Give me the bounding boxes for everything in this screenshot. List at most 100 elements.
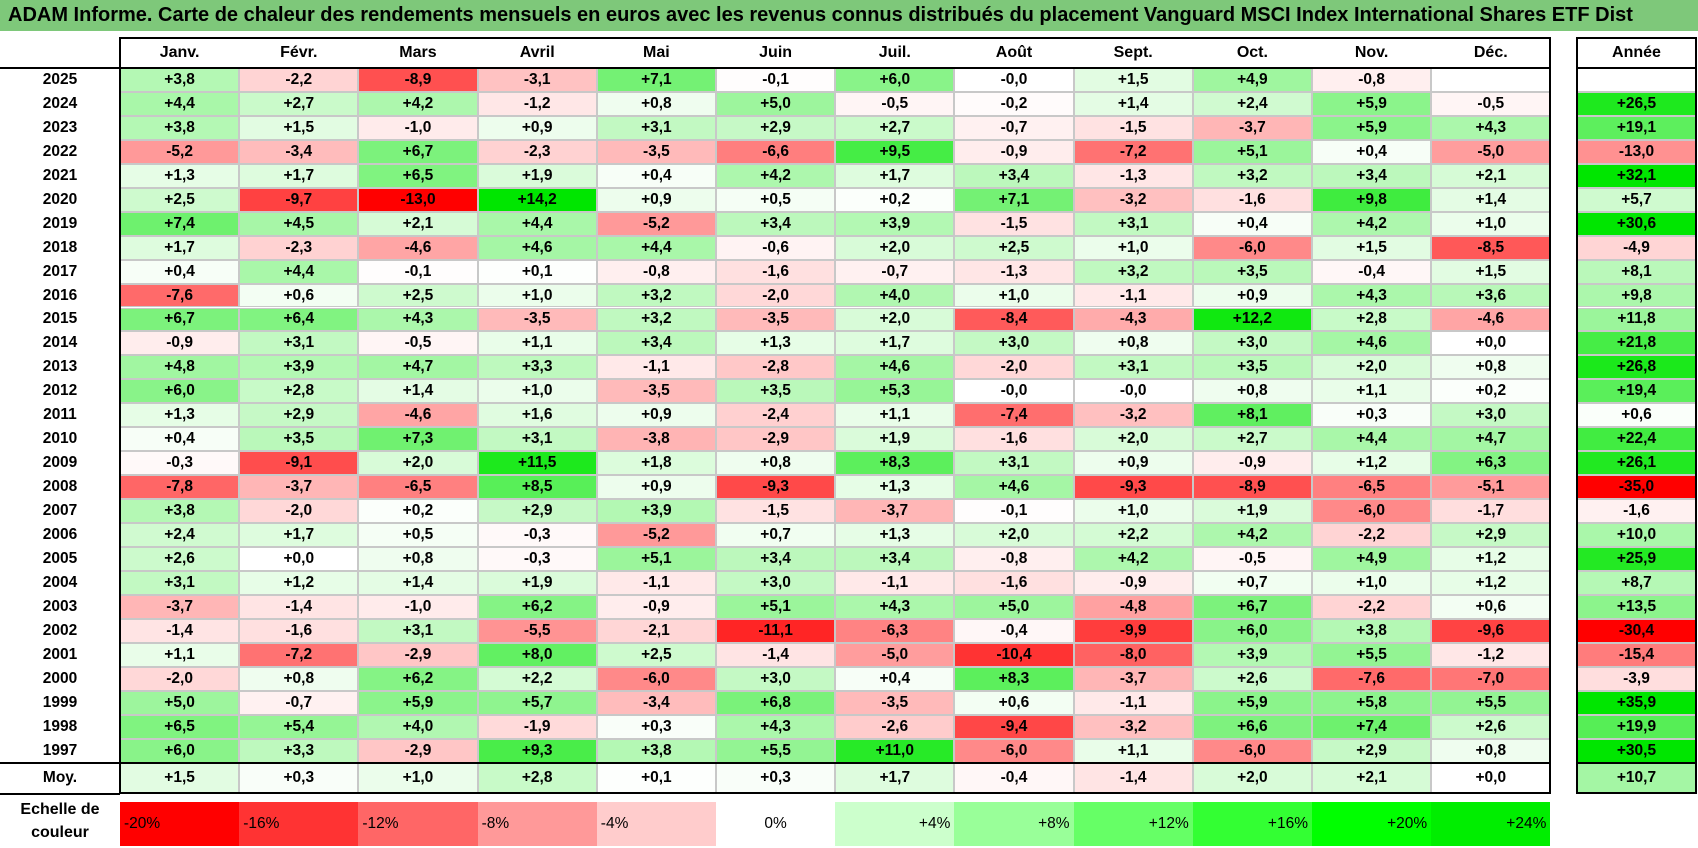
- heatmap-cell: +0,8: [716, 451, 836, 476]
- heatmap-cell: -1,5: [716, 499, 836, 524]
- heatmap-cell: +1,0: [1073, 235, 1193, 260]
- header-separator: [0, 67, 1551, 69]
- heatmap-cell: +9,5: [835, 139, 955, 164]
- year-label: 2002: [42, 621, 78, 639]
- heatmap-cell: +0,4: [120, 259, 240, 284]
- heatmap-cell: -0,1: [716, 68, 836, 92]
- heatmap-cell: -0,9: [596, 594, 716, 619]
- heatmap-cell: -1,1: [596, 355, 716, 380]
- heatmap-cell: -2,0: [120, 666, 240, 691]
- heatmap-cell: -2,9: [358, 642, 478, 667]
- heatmap-cell: -5,2: [596, 523, 716, 547]
- heatmap-cell: +6,3: [1431, 451, 1551, 476]
- heatmap-cell: -2,4: [716, 403, 836, 428]
- average-cell: +2,8: [477, 763, 597, 793]
- heatmap-cell: +2,7: [1192, 427, 1312, 452]
- heatmap-cell: +2,5: [358, 283, 478, 308]
- heatmap-cell: +5,9: [358, 690, 478, 715]
- heatmap-cell: -5,0: [835, 642, 955, 667]
- heatmap-cell: +3,1: [596, 115, 716, 140]
- heatmap-cell: +5,0: [954, 594, 1074, 619]
- heatmap-cell: +0,8: [358, 547, 478, 571]
- heatmap-cell: +3,8: [120, 499, 240, 524]
- heatmap-cell: -0,7: [239, 690, 359, 715]
- heatmap-cell: -2,9: [716, 427, 836, 452]
- heatmap-cell: +4,6: [1312, 331, 1432, 356]
- heatmap-cell: +7,4: [1312, 714, 1432, 739]
- heatmap-cell: -7,6: [120, 283, 240, 308]
- heatmap-cell: -2,0: [239, 499, 359, 524]
- heatmap-cell: -0,9: [1192, 451, 1312, 476]
- heatmap-cell: -1,6: [954, 427, 1074, 452]
- heatmap-cell: -4,6: [358, 403, 478, 428]
- heatmap-cell: +5,5: [716, 738, 836, 763]
- chart-title: ADAM Informe. Carte de chaleur des rende…: [0, 0, 1698, 31]
- heatmap-cell: -0,5: [835, 91, 955, 116]
- heatmap-cell: -1,2: [477, 91, 597, 116]
- heatmap-cell: +3,4: [1312, 163, 1432, 188]
- heatmap-cell: +1,0: [477, 379, 597, 404]
- heatmap-cell: +4,7: [358, 355, 478, 380]
- heatmap-cell: +0,2: [835, 187, 955, 212]
- color-scale-step: -20%: [120, 802, 240, 846]
- heatmap-cell: +1,9: [1192, 499, 1312, 524]
- heatmap-cell: +3,9: [239, 355, 359, 380]
- annual-cell: +8,7: [1577, 570, 1696, 595]
- heatmap-cell: +2,0: [1312, 355, 1432, 380]
- heatmap-cell: +5,9: [1312, 115, 1432, 140]
- heatmap-cell: +8,5: [477, 475, 597, 500]
- color-scale-step: +24%: [1431, 802, 1551, 846]
- heatmap-cell: -1,3: [954, 259, 1074, 284]
- color-scale-step: +20%: [1312, 802, 1432, 846]
- heatmap-cell: +0,4: [596, 163, 716, 188]
- heatmap-cell: +3,4: [835, 547, 955, 571]
- year-label: 2013: [42, 358, 78, 376]
- heatmap-cell: -1,1: [1073, 283, 1193, 308]
- heatmap-cell: +2,7: [239, 91, 359, 116]
- heatmap-cell: -1,7: [1431, 499, 1551, 524]
- heatmap-cell: +1,2: [1431, 547, 1551, 571]
- heatmap-cell: +5,9: [1192, 690, 1312, 715]
- heatmap-cell: -3,7: [1073, 666, 1193, 691]
- annual-cell: -3,9: [1577, 666, 1696, 691]
- year-label: 2006: [42, 526, 78, 544]
- heatmap-cell: -3,5: [716, 307, 836, 332]
- heatmap-cell: +0,4: [1192, 211, 1312, 236]
- heatmap-cell: +1,1: [120, 642, 240, 667]
- heatmap-cell: +6,8: [716, 690, 836, 715]
- heatmap-cell: +4,2: [1312, 211, 1432, 236]
- heatmap-cell: +2,9: [1431, 523, 1551, 547]
- heatmap-cell: -1,2: [1431, 642, 1551, 667]
- heatmap-cell: -1,9: [477, 714, 597, 739]
- annual-cell: +11,8: [1577, 307, 1696, 332]
- heatmap-cell: +4,0: [835, 283, 955, 308]
- heatmap-cell: +4,5: [239, 211, 359, 236]
- heatmap-cell: +11,0: [835, 738, 955, 763]
- month-header: Oct.: [1192, 38, 1312, 68]
- year-label: 2008: [42, 478, 78, 496]
- heatmap-cell: [1431, 68, 1551, 92]
- heatmap-cell: +0,7: [716, 523, 836, 547]
- heatmap-cell: +2,0: [1073, 427, 1193, 452]
- heatmap-cell: -0,8: [596, 259, 716, 284]
- heatmap-cell: -0,9: [1073, 570, 1193, 595]
- heatmap-cell: +3,3: [477, 355, 597, 380]
- annual-cell: +30,6: [1577, 211, 1696, 236]
- heatmap-cell: -7,4: [954, 403, 1074, 428]
- heatmap-cell: -3,2: [1073, 714, 1193, 739]
- heatmap-cell: +0,9: [596, 403, 716, 428]
- heatmap-cell: -2,2: [1312, 594, 1432, 619]
- heatmap-cell: -0,2: [954, 91, 1074, 116]
- year-label: 2011: [43, 406, 77, 424]
- heatmap-cell: -2,3: [477, 139, 597, 164]
- heatmap-cell: -9,9: [1073, 618, 1193, 643]
- heatmap-cell: +2,0: [835, 235, 955, 260]
- heatmap-cell: +7,1: [954, 187, 1074, 212]
- heatmap-cell: -6,0: [1312, 499, 1432, 524]
- heatmap-cell: -9,7: [239, 187, 359, 212]
- heatmap-cell: +0,2: [1431, 379, 1551, 404]
- heatmap-cell: +1,3: [835, 475, 955, 500]
- heatmap-cell: +2,2: [477, 666, 597, 691]
- heatmap-cell: +1,8: [596, 451, 716, 476]
- heatmap-cell: +3,8: [120, 68, 240, 92]
